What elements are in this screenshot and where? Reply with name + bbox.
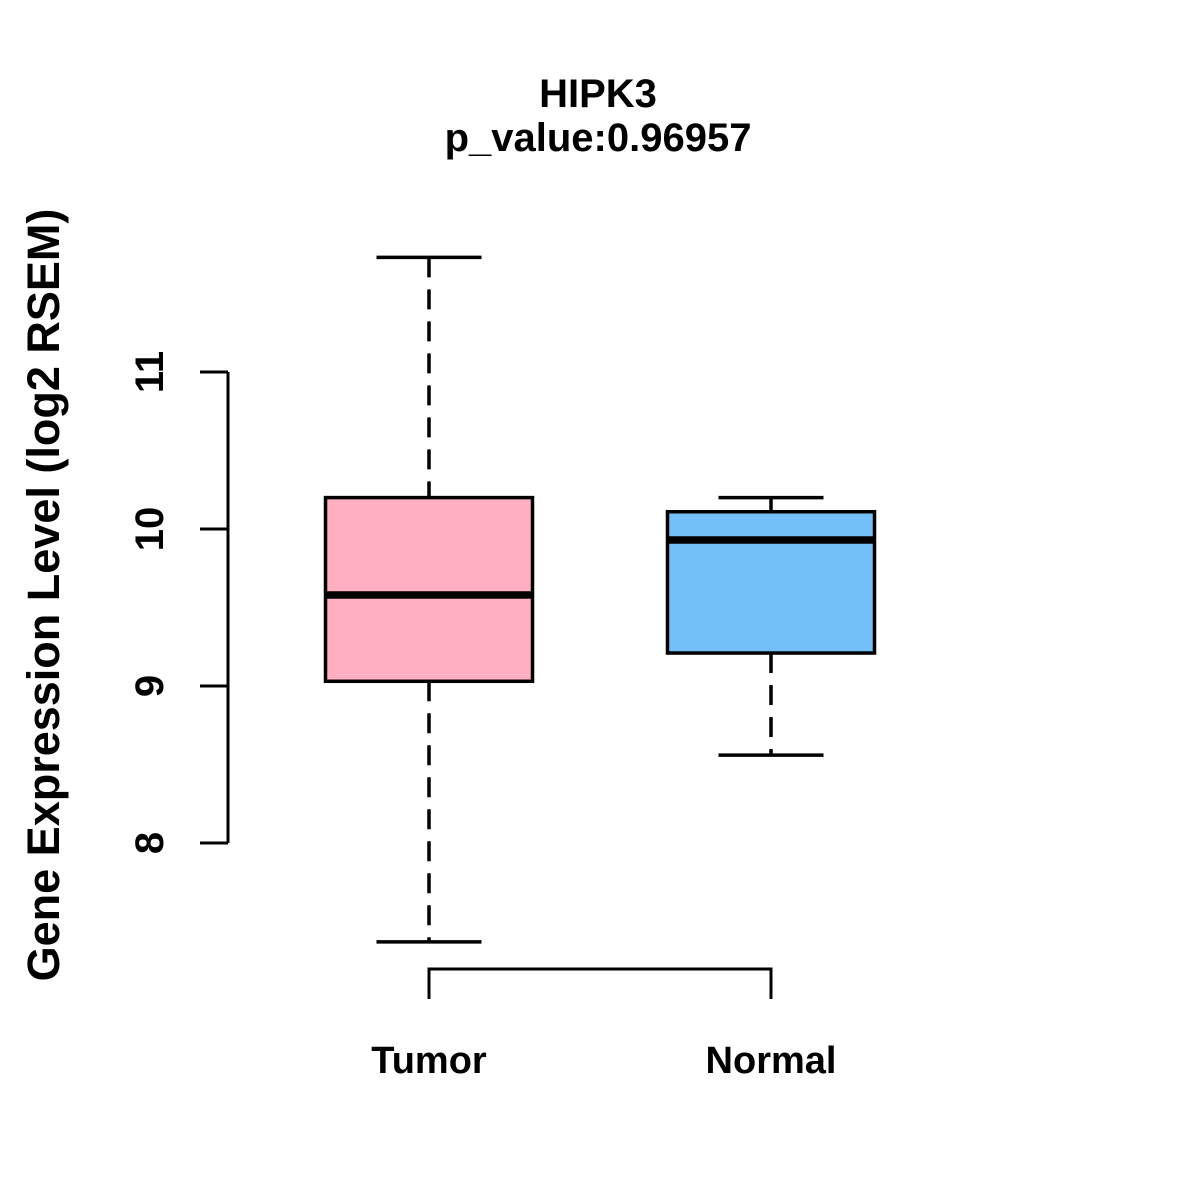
chart-title: HIPK3 [539, 72, 657, 116]
x-axis-label-normal: Normal [705, 1040, 837, 1082]
chart-subtitle-pvalue: p_value:0.96957 [444, 116, 752, 160]
y-tick-label: 8 [128, 832, 172, 854]
x-axis-label-tumor: Tumor [371, 1040, 487, 1082]
y-tick-label: 10 [128, 507, 172, 552]
tumor-box [323, 495, 535, 684]
normal-box [665, 509, 877, 655]
y-tick-label: 11 [128, 351, 172, 393]
y-tick-label: 9 [128, 675, 172, 697]
x-axis-bracket [427, 967, 773, 999]
